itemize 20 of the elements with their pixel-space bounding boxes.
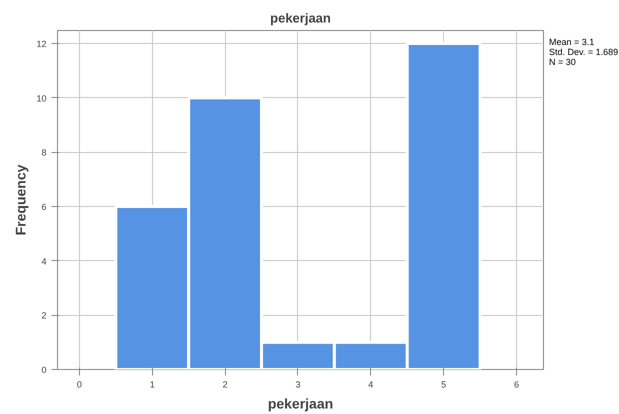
y-tick-label: 8 bbox=[41, 148, 47, 158]
x-tick-label: 1 bbox=[150, 380, 155, 390]
x-tick-label: 2 bbox=[222, 380, 228, 390]
y-tick-label: 10 bbox=[36, 93, 47, 104]
x-tick-label: 0 bbox=[76, 380, 82, 390]
y-tick-label: 6 bbox=[41, 202, 47, 212]
x-tick-label: 3 bbox=[295, 380, 300, 390]
chart-title: pekerjaan bbox=[270, 10, 331, 26]
text: Std. Dev. = 1.689 bbox=[549, 47, 618, 57]
x-tick-label: 5 bbox=[441, 380, 446, 390]
x-axis-title: pekerjaan bbox=[268, 396, 334, 412]
y-axis-title: Frequency bbox=[12, 164, 28, 236]
x-tick-label: 6 bbox=[514, 380, 520, 390]
y-tick-label: 4 bbox=[41, 256, 47, 266]
text: N = 30 bbox=[549, 57, 576, 67]
y-tick-label: 12 bbox=[36, 39, 47, 50]
text: Mean = 3.1 bbox=[549, 37, 594, 47]
x-tick-label: 4 bbox=[368, 380, 374, 390]
y-tick-label: 2 bbox=[41, 310, 47, 321]
y-tick-label: 0 bbox=[41, 365, 47, 375]
